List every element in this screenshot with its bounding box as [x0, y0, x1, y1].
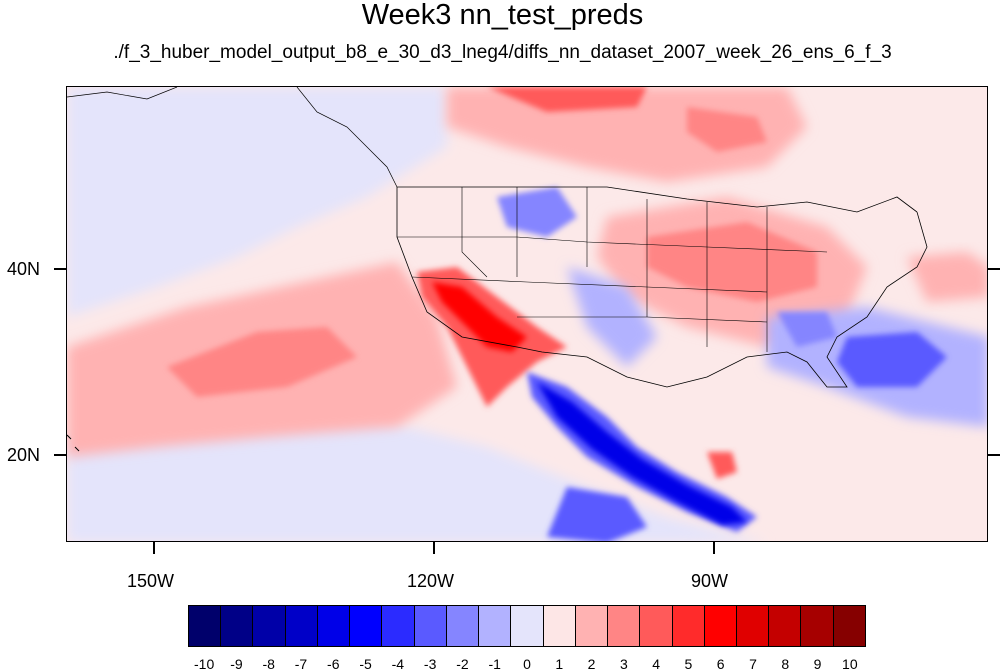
colorbar-label: 1	[555, 656, 564, 672]
us-state-lines	[461, 187, 768, 352]
colorbar-labels: -10 -9 -8 -7 -6 -5 -4 -3 -2 -1 0 1 2 3 4 5 6 7 8 9 10	[188, 656, 866, 672]
hawaii-islands	[67, 434, 80, 452]
colorbar-swatch	[736, 606, 770, 646]
colorbar-label: 10	[842, 656, 858, 672]
us-state-lines-horizontal	[397, 236, 828, 323]
colorbar-swatch	[414, 606, 447, 646]
colorbar-swatch	[382, 606, 415, 646]
y-tick-label-20n: 20N	[6, 445, 40, 465]
chart-title: Week3 nn_test_preds	[361, 0, 644, 31]
colorbar-label: -9	[230, 656, 243, 672]
map-plot-area	[66, 86, 988, 542]
colorbar-label: -7	[294, 656, 308, 672]
colorbar-swatch	[704, 606, 737, 646]
colorbar-swatch	[801, 606, 834, 646]
colorbar-label: 8	[781, 656, 790, 672]
anomaly-region-strong-blue-sierra-madre	[537, 382, 747, 525]
colorbar-swatch	[672, 606, 705, 646]
colorbar-swatch	[189, 606, 222, 646]
colorbar-swatch	[221, 606, 254, 646]
anomaly-region-red-north	[487, 87, 647, 112]
anomaly-region-medium-pink-northeast	[687, 107, 767, 152]
colorbar-label: -1	[488, 656, 501, 672]
anomaly-region-light-blue-nw	[67, 87, 447, 317]
colorbar-label: 4	[652, 656, 661, 672]
colorbar-label: 0	[523, 656, 531, 672]
x-tick-90w	[713, 542, 715, 554]
colorbar-label: 2	[587, 656, 596, 672]
y-tick-label-40n: 40N	[6, 259, 40, 279]
us-coastline	[396, 187, 928, 388]
anomaly-region-blue-atlantic	[837, 332, 947, 387]
y-tick-40n	[54, 268, 66, 270]
colorbar-swatch	[640, 606, 673, 646]
anomaly-region-blue-southeast-us	[777, 312, 837, 347]
y-tick-40n-right	[988, 268, 1000, 270]
colorbar-swatch	[446, 606, 480, 646]
colorbar-swatch	[253, 606, 286, 646]
anomaly-region-pink-north	[447, 87, 807, 182]
colorbar-swatch	[511, 606, 544, 646]
x-tick-label-90w: 90W	[691, 571, 729, 591]
colorbar-swatch	[575, 606, 609, 646]
colorbar-swatch	[350, 606, 383, 646]
anomaly-region-strong-red-southwest	[432, 282, 527, 352]
anomaly-region-red-caribbean	[707, 452, 737, 479]
colorbar-label: -5	[359, 656, 372, 672]
colorbar-label: -3	[423, 656, 437, 672]
colorbar-swatch	[608, 606, 641, 646]
anomaly-region-medium-pink-subtropical	[167, 327, 357, 397]
colorbar-label: 9	[813, 656, 822, 672]
alaska-canada-coastline	[67, 87, 398, 188]
colorbar-label: -10	[194, 656, 215, 672]
chart-subtitle: ./f_3_huber_model_output_b8_e_30_d3_lneg…	[113, 42, 892, 63]
colorbar-swatch	[543, 606, 576, 646]
colorbar-swatch	[479, 606, 512, 646]
colorbar-label: -2	[456, 656, 469, 672]
x-tick-120w	[433, 542, 435, 554]
anomaly-region-blue-east-pacific	[547, 487, 647, 541]
x-tick-150w	[153, 542, 155, 554]
anomaly-region-medium-pink-central-us	[647, 222, 817, 302]
colorbar-label: -6	[327, 656, 340, 672]
colorbar-label: -8	[262, 656, 275, 672]
x-tick-label-150w: 150W	[127, 571, 175, 591]
anomaly-region-pink-atlantic	[907, 252, 987, 302]
colorbar	[188, 605, 866, 647]
y-tick-20n	[54, 454, 66, 456]
colorbar-label: 6	[716, 656, 725, 672]
colorbar-swatch	[317, 606, 351, 646]
colorbar-swatch	[769, 606, 802, 646]
colorbar-label: -4	[391, 656, 405, 672]
us-canada-border	[397, 186, 918, 213]
x-tick-label-120w: 120W	[407, 571, 455, 591]
colorbar-label: 3	[619, 656, 628, 672]
colorbar-swatch	[833, 606, 865, 646]
y-tick-20n-right	[988, 454, 1000, 456]
colorbar-label: 5	[684, 656, 693, 672]
colorbar-swatch	[285, 606, 318, 646]
anomaly-map	[67, 87, 987, 541]
colorbar-label: 7	[749, 656, 757, 672]
